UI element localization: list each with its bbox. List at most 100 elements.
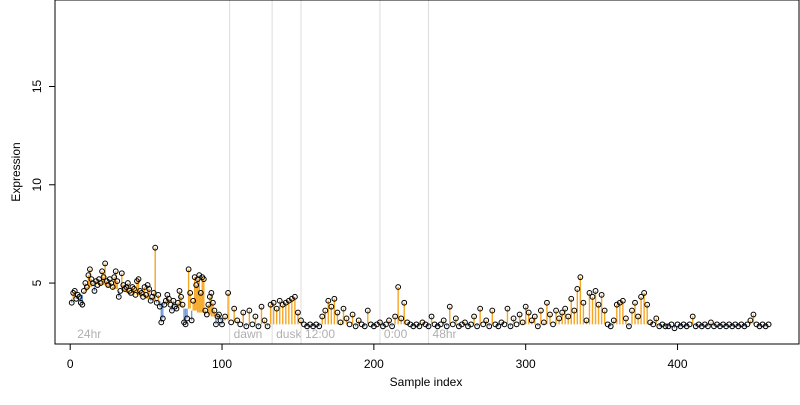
data-point bbox=[261, 317, 268, 324]
data-point bbox=[650, 321, 657, 328]
phase-label: dawn bbox=[234, 327, 263, 341]
data-point bbox=[598, 291, 605, 298]
data-point bbox=[165, 295, 172, 302]
data-point bbox=[398, 315, 405, 322]
data-point bbox=[213, 321, 219, 328]
data-point bbox=[152, 244, 159, 251]
data-point bbox=[389, 323, 395, 330]
data-point bbox=[334, 309, 341, 316]
data-point bbox=[322, 307, 329, 314]
data-point bbox=[704, 323, 711, 330]
data-point bbox=[71, 288, 78, 294]
data-point bbox=[118, 270, 125, 277]
data-point bbox=[547, 311, 553, 318]
data-point bbox=[589, 293, 596, 300]
data-point bbox=[264, 323, 271, 330]
data-point bbox=[193, 282, 200, 288]
data-point bbox=[574, 286, 581, 292]
data-point bbox=[377, 319, 383, 326]
data-point bbox=[170, 297, 177, 304]
data-point bbox=[392, 313, 399, 320]
data-point bbox=[102, 260, 109, 267]
data-point bbox=[68, 299, 75, 306]
data-point bbox=[361, 323, 368, 330]
data-point bbox=[556, 315, 562, 322]
data-point bbox=[156, 303, 163, 310]
data-point bbox=[437, 321, 444, 328]
data-point bbox=[401, 299, 408, 306]
data-point bbox=[205, 301, 212, 308]
data-point bbox=[159, 315, 166, 322]
data-point bbox=[531, 313, 538, 320]
y-axis-title: Expression bbox=[9, 142, 23, 201]
data-point bbox=[595, 301, 602, 308]
data-point bbox=[295, 309, 301, 316]
data-point bbox=[114, 278, 121, 284]
data-point bbox=[131, 286, 137, 292]
data-point bbox=[219, 321, 225, 328]
data-point bbox=[440, 317, 447, 324]
data-point bbox=[632, 299, 638, 306]
data-point bbox=[471, 313, 477, 320]
data-point bbox=[662, 323, 669, 330]
data-point bbox=[486, 323, 493, 330]
data-point bbox=[325, 297, 332, 304]
data-point bbox=[255, 323, 262, 330]
data-point bbox=[550, 321, 556, 328]
data-point bbox=[583, 317, 590, 324]
data-point bbox=[641, 289, 648, 296]
data-point bbox=[425, 323, 432, 330]
data-point bbox=[187, 289, 194, 296]
data-point bbox=[340, 305, 347, 312]
data-point bbox=[234, 317, 241, 324]
data-point bbox=[516, 311, 523, 318]
x-axis-title: Sample index bbox=[390, 375, 463, 389]
data-point bbox=[337, 319, 344, 326]
data-point bbox=[228, 319, 235, 326]
data-point bbox=[173, 305, 180, 312]
data-point bbox=[449, 321, 456, 328]
data-point bbox=[167, 301, 174, 308]
data-point bbox=[143, 291, 150, 298]
data-point bbox=[638, 293, 644, 300]
data-point bbox=[100, 274, 107, 281]
data-point bbox=[623, 315, 629, 322]
data-point bbox=[416, 323, 423, 330]
data-point bbox=[99, 268, 105, 275]
data-point bbox=[468, 321, 474, 328]
data-point bbox=[240, 309, 247, 316]
data-point bbox=[765, 321, 772, 328]
data-point bbox=[319, 313, 326, 320]
stems bbox=[71, 247, 767, 329]
data-point bbox=[626, 323, 632, 330]
data-point bbox=[200, 276, 207, 283]
data-point bbox=[132, 291, 139, 298]
x-axis: 0 100 200 300 400 bbox=[67, 344, 688, 371]
data-point bbox=[210, 299, 216, 306]
data-point bbox=[644, 301, 651, 308]
data-point bbox=[237, 321, 244, 328]
data-point bbox=[135, 276, 142, 283]
data-point bbox=[747, 317, 754, 324]
data-point bbox=[273, 305, 280, 312]
data-point bbox=[568, 295, 575, 302]
data-point bbox=[708, 319, 714, 326]
data-point bbox=[85, 272, 92, 279]
data-point bbox=[184, 315, 190, 322]
data-point bbox=[343, 315, 350, 322]
phase-label: dusk bbox=[276, 327, 302, 341]
y-axis: 5 10 15 bbox=[30, 79, 55, 286]
x-tick-label: 200 bbox=[364, 357, 384, 371]
data-point bbox=[349, 311, 356, 318]
phase-label: 0:00 bbox=[384, 327, 408, 341]
data-point bbox=[571, 307, 578, 314]
data-point bbox=[225, 289, 231, 296]
data-point bbox=[580, 299, 587, 306]
data-point bbox=[537, 307, 544, 314]
data-point bbox=[252, 313, 259, 320]
y-tick-label: 10 bbox=[30, 178, 44, 192]
data-point bbox=[197, 289, 204, 296]
data-point bbox=[97, 280, 104, 286]
data-point bbox=[519, 319, 526, 326]
data-point bbox=[216, 311, 222, 318]
